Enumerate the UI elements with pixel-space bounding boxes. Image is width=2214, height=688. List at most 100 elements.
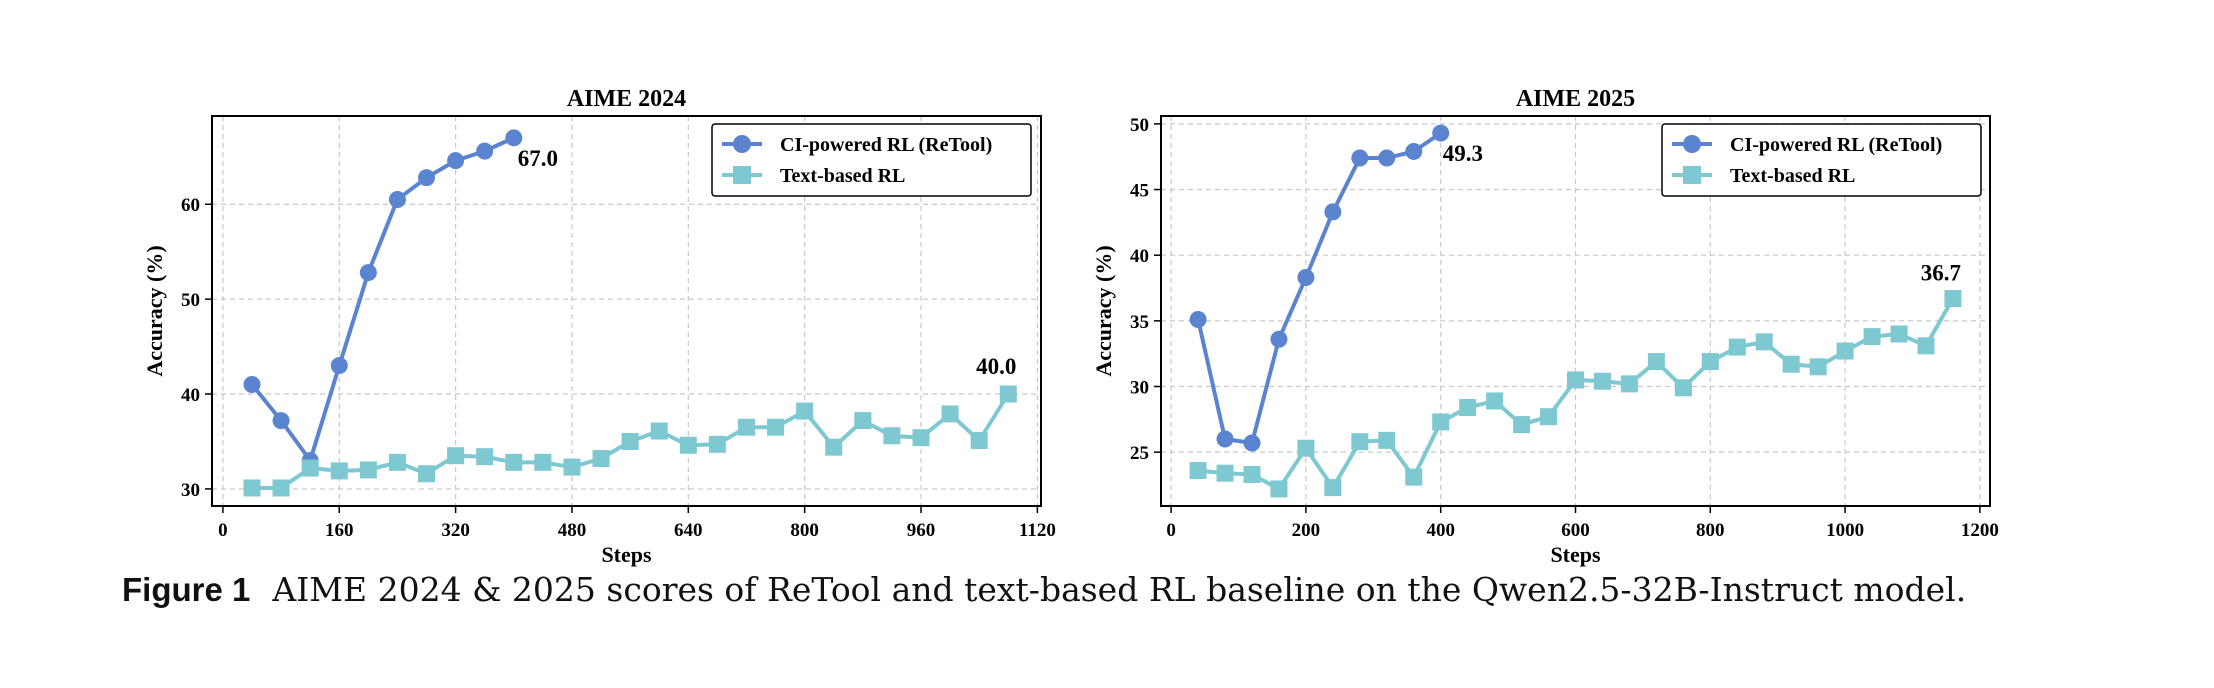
data-point-text-rl: [1297, 439, 1315, 457]
series-line-retool: [1196, 131, 1442, 445]
data-point-retool: [388, 191, 406, 209]
data-point-retool: [1324, 203, 1342, 221]
data-point-retool: [1216, 430, 1234, 448]
data-point-text-rl: [592, 450, 610, 468]
x-tick-label: 1200: [1961, 520, 1999, 541]
x-tick-label: 0: [1166, 520, 1176, 541]
data-point-retool: [1243, 434, 1261, 452]
x-tick-label: 0: [218, 520, 228, 541]
data-point-text-rl: [796, 402, 814, 420]
data-point-text-rl: [1863, 328, 1881, 346]
data-point-text-rl: [447, 447, 465, 465]
caption-text: AIME 2024 & 2025 scores of ReTool and te…: [272, 570, 1967, 609]
data-point-text-rl: [272, 479, 290, 497]
data-point-text-rl: [1378, 431, 1396, 449]
data-point-text-rl: [650, 422, 668, 440]
legend-marker-text-rl: [733, 166, 751, 184]
data-point-text-rl: [1540, 408, 1558, 426]
data-point-retool: [1297, 269, 1315, 287]
data-point-text-rl: [941, 405, 959, 423]
data-point-text-rl: [1836, 342, 1854, 360]
data-point-retool: [1405, 142, 1423, 160]
data-point-text-rl: [563, 458, 581, 476]
legend-label: Text-based RL: [1730, 165, 1855, 187]
data-point-text-rl: [1890, 325, 1908, 343]
y-tick-label: 30: [181, 480, 200, 501]
x-tick-label: 400: [1426, 520, 1455, 541]
data-point-text-rl: [679, 436, 697, 454]
data-point-text-rl: [1728, 338, 1746, 356]
data-point-text-rl: [1270, 480, 1288, 498]
data-point-text-rl: [708, 435, 726, 453]
data-point-text-rl: [359, 461, 377, 479]
y-tick-label: 40: [181, 385, 200, 406]
data-point-retool: [1189, 311, 1207, 329]
data-point-text-rl: [418, 465, 436, 483]
data-point-text-rl: [1351, 433, 1369, 451]
data-point-retool: [1270, 330, 1288, 348]
y-axis-label: Accuracy (%): [142, 245, 167, 376]
data-point-retool: [243, 376, 261, 394]
data-point-text-rl: [243, 479, 261, 497]
x-axis-label: Steps: [601, 542, 652, 567]
y-axis-label: Accuracy (%): [1091, 245, 1116, 376]
chart-panel-1: 0 160 320 480 640 800 960 1120 30 40 50 60 AIME 2024…: [142, 86, 1056, 567]
data-point-text-rl: [476, 448, 494, 466]
data-point-text-rl: [1944, 290, 1962, 308]
data-point-text-rl: [1324, 479, 1342, 497]
data-point-retool: [418, 169, 436, 187]
data-point-text-rl: [883, 427, 901, 445]
data-point-text-rl: [1486, 392, 1504, 410]
y-tick-label: 50: [1130, 115, 1149, 136]
data-point-text-rl: [1405, 468, 1423, 486]
data-point-text-rl: [825, 438, 843, 456]
data-point-text-rl: [999, 385, 1017, 403]
x-tick-label: 960: [907, 520, 936, 541]
legend-label: Text-based RL: [780, 165, 905, 187]
data-point-text-rl: [1620, 375, 1638, 393]
x-tick-label: 800: [790, 520, 819, 541]
x-tick-label: 480: [558, 520, 587, 541]
legend-box: [711, 123, 1032, 197]
data-point-text-rl: [1917, 337, 1935, 355]
y-tick-label: 50: [181, 290, 200, 311]
data-point-retool: [447, 152, 465, 170]
legend-box: [1661, 123, 1982, 197]
y-tick-label: 45: [1130, 181, 1149, 202]
data-point-text-rl: [1459, 399, 1477, 417]
data-point-retool: [476, 142, 494, 160]
legend-marker-text-rl: [1683, 166, 1701, 184]
data-point-text-rl: [854, 412, 872, 430]
x-tick-label: 600: [1561, 520, 1590, 541]
data-point-text-rl: [1567, 371, 1584, 389]
legend-marker-retool: [1683, 135, 1701, 153]
caption-label: Figure 1: [122, 571, 251, 608]
plot-frame: [211, 115, 1042, 507]
data-point-text-rl: [767, 418, 785, 436]
data-point-text-rl: [912, 429, 930, 447]
data-point-text-rl: [1809, 358, 1827, 376]
y-tick-label: 25: [1130, 443, 1149, 464]
data-point-text-rl: [737, 418, 755, 436]
end-value-label: 40.0: [976, 354, 1016, 379]
data-point-text-rl: [621, 432, 639, 450]
data-point-text-rl: [1189, 462, 1207, 480]
data-point-text-rl: [505, 453, 523, 471]
data-point-text-rl: [1782, 355, 1800, 373]
data-point-text-rl: [1243, 465, 1261, 483]
legend-label: CI-powered RL (ReTool): [780, 134, 992, 156]
y-tick-label: 30: [1130, 378, 1149, 399]
data-point-text-rl: [1701, 353, 1719, 371]
data-point-retool: [505, 129, 523, 147]
data-point-retool: [330, 357, 348, 375]
data-point-retool: [272, 412, 290, 430]
x-tick-label: 800: [1696, 520, 1725, 541]
y-tick-label: 60: [181, 195, 200, 216]
x-tick-label: 320: [441, 520, 470, 541]
figure-canvas: 0 160 320 480 640 800 960 1120 30 40 50 60 AIME 2024…: [142, 86, 1999, 567]
data-point-text-rl: [388, 453, 406, 471]
y-tick-label: 35: [1130, 312, 1149, 333]
data-point-text-rl: [970, 432, 988, 450]
data-point-text-rl: [1593, 372, 1611, 390]
chart-panel-2: 0 200 400 600 800 1000 1200 25 30 35 40 45 50 AIME 20…: [1091, 86, 1999, 567]
